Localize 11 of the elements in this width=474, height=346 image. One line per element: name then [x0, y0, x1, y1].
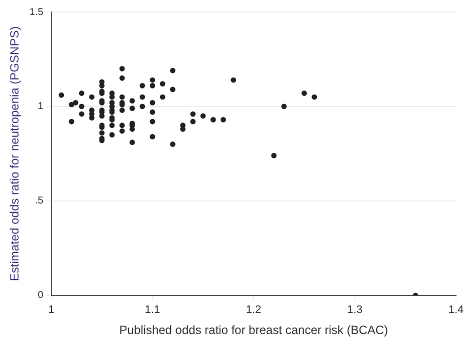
x-tick-label: 1 [48, 304, 54, 316]
y-axis-title: Estimated odds ratio for neutropenia (PGSNPS) [8, 26, 22, 282]
x-tick-label: 1.3 [347, 304, 362, 316]
x-tick-label: 1.2 [246, 304, 262, 316]
x-tick-label: 1.1 [144, 304, 160, 316]
y-tick-label: 1.5 [29, 6, 44, 18]
y-tick-label: 1 [38, 101, 44, 112]
y-tick-label: 0 [38, 290, 44, 302]
x-tick-label: 1.4 [448, 304, 464, 316]
y-tick-label: .5 [34, 196, 44, 207]
x-axis-title: Published odds ratio for breast cancer risk (BCAC) [119, 323, 388, 338]
